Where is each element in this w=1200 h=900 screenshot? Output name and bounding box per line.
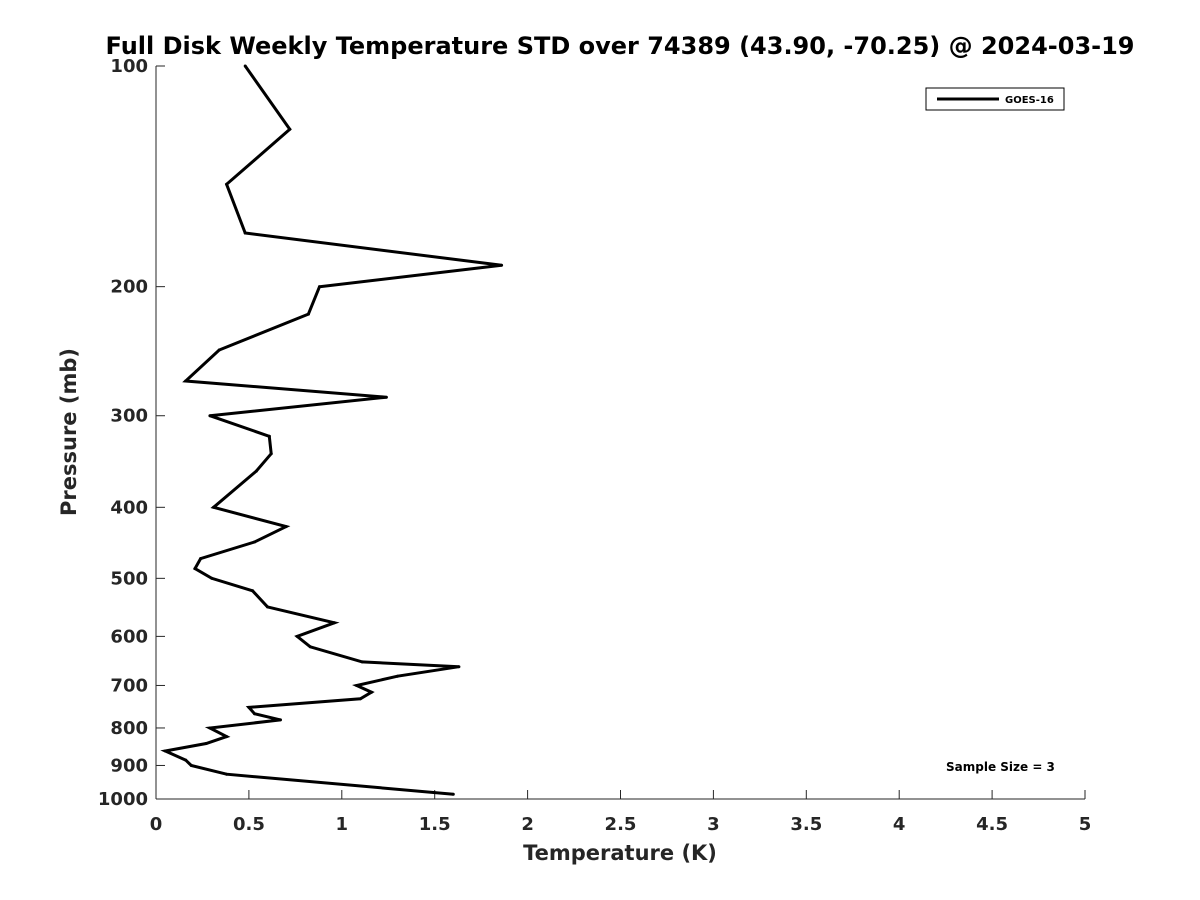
data-point	[212, 505, 216, 509]
data-point	[210, 576, 214, 580]
y-tick-label: 1000	[98, 789, 148, 810]
series-line-goes-16	[160, 65, 502, 796]
y-tick-label: 500	[110, 568, 148, 589]
x-tick-label: 3	[707, 814, 720, 835]
data-point	[189, 764, 193, 767]
data-point	[355, 684, 359, 687]
data-point	[199, 557, 203, 561]
data-point	[396, 674, 399, 678]
data-point	[288, 127, 292, 131]
x-tick-label: 4.5	[976, 814, 1008, 835]
data-point	[243, 64, 247, 68]
data-point	[451, 792, 455, 796]
x-tick-label: 3.5	[790, 814, 822, 835]
data-point	[208, 726, 212, 730]
series-layer	[160, 64, 504, 796]
plot-area	[156, 66, 1085, 799]
data-point	[284, 525, 288, 529]
x-tick-label: 4	[893, 814, 906, 835]
y-tick-label: 300	[110, 406, 148, 427]
x-tick-label: 1	[336, 814, 349, 835]
x-tick-label: 5	[1079, 814, 1092, 835]
y-axis-label: Pressure (mb)	[57, 348, 81, 516]
x-tick-label: 0.5	[233, 814, 265, 835]
y-tick-label: 400	[110, 497, 148, 518]
data-point	[253, 540, 256, 544]
data-point	[358, 697, 362, 701]
data-point	[279, 718, 282, 722]
data-point	[225, 182, 229, 186]
data-point	[247, 705, 251, 709]
data-point	[269, 452, 273, 456]
data-point	[308, 645, 312, 649]
data-point	[266, 605, 269, 609]
legend: GOES-16	[925, 87, 1065, 111]
x-tick-label: 2.5	[605, 814, 637, 835]
y-tick-label: 800	[110, 718, 148, 739]
data-point	[217, 348, 221, 352]
data-point	[500, 263, 504, 267]
y-axis: 100 200 300 400 500 600 700 800 900 1000	[98, 56, 165, 810]
data-point	[267, 434, 271, 438]
x-axis: 0 0.5 1 1.5 2 2.5 3 3.5 4 4.5 5	[150, 790, 1092, 835]
x-tick-label: 2	[521, 814, 534, 835]
chart-title: Full Disk Weekly Temperature STD over 74…	[106, 32, 1135, 60]
legend-label-goes-16: GOES-16	[1005, 95, 1054, 106]
data-point	[295, 634, 299, 638]
data-point	[251, 589, 255, 593]
y-tick-label: 100	[110, 56, 148, 77]
data-point	[360, 660, 364, 664]
data-point	[306, 312, 310, 316]
data-point	[332, 621, 336, 625]
data-point	[457, 665, 461, 669]
data-point	[184, 379, 188, 383]
sample-size-annotation: Sample Size = 3	[946, 760, 1055, 774]
y-tick-label: 600	[110, 626, 148, 647]
data-point	[184, 758, 188, 762]
data-point	[163, 749, 167, 753]
data-point	[243, 231, 247, 235]
data-point	[204, 742, 208, 745]
data-point	[318, 285, 321, 289]
data-point	[370, 690, 373, 694]
data-point	[254, 469, 258, 473]
data-point	[225, 772, 229, 776]
data-point	[253, 712, 256, 716]
y-tick-label: 900	[110, 755, 148, 776]
data-point	[193, 567, 197, 571]
x-axis-label: Temperature (K)	[523, 841, 717, 865]
data-point	[208, 414, 212, 418]
data-point	[225, 735, 229, 739]
y-tick-label: 700	[110, 675, 148, 696]
y-tick-label: 200	[110, 277, 148, 298]
data-point	[384, 395, 388, 399]
x-tick-label: 1.5	[419, 814, 451, 835]
x-tick-label: 0	[150, 814, 163, 835]
